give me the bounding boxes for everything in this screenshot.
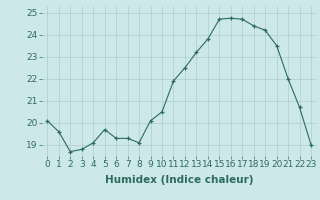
X-axis label: Humidex (Indice chaleur): Humidex (Indice chaleur) [105,175,253,185]
